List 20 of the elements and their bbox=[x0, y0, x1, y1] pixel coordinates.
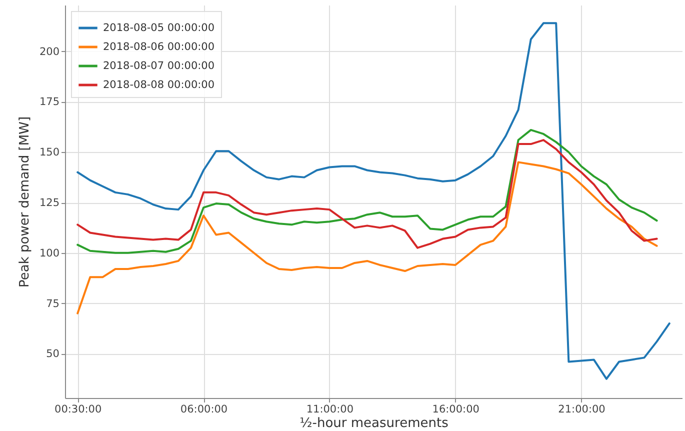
y-tick-label: 100 bbox=[39, 247, 60, 260]
x-tick-label: 21:00:00 bbox=[558, 404, 606, 416]
y-tick-label: 150 bbox=[39, 146, 60, 159]
legend-label: 2018-08-08 00:00:00 bbox=[103, 79, 215, 91]
y-tick-label: 50 bbox=[46, 348, 60, 360]
y-tick-label: 175 bbox=[39, 96, 60, 108]
y-tick-label: 200 bbox=[39, 46, 60, 58]
legend-label: 2018-08-05 00:00:00 bbox=[103, 22, 215, 34]
legend-label: 2018-08-07 00:00:00 bbox=[103, 60, 215, 72]
x-tick-label: 06:00:00 bbox=[180, 404, 228, 416]
line-series bbox=[76, 22, 670, 380]
y-tick-label: 125 bbox=[39, 197, 60, 210]
x-tick-label: 16:00:00 bbox=[432, 404, 480, 416]
x-tick-label: 00:30:00 bbox=[54, 404, 102, 416]
y-tick-label: 75 bbox=[46, 298, 60, 310]
line-series bbox=[76, 161, 658, 314]
x-axis-title: ½-hour measurements bbox=[300, 416, 449, 431]
y-axis-title: Peak power demand [MW] bbox=[17, 116, 32, 288]
x-tick-label: 11:00:00 bbox=[306, 404, 354, 416]
legend-label: 2018-08-06 00:00:00 bbox=[103, 41, 215, 53]
